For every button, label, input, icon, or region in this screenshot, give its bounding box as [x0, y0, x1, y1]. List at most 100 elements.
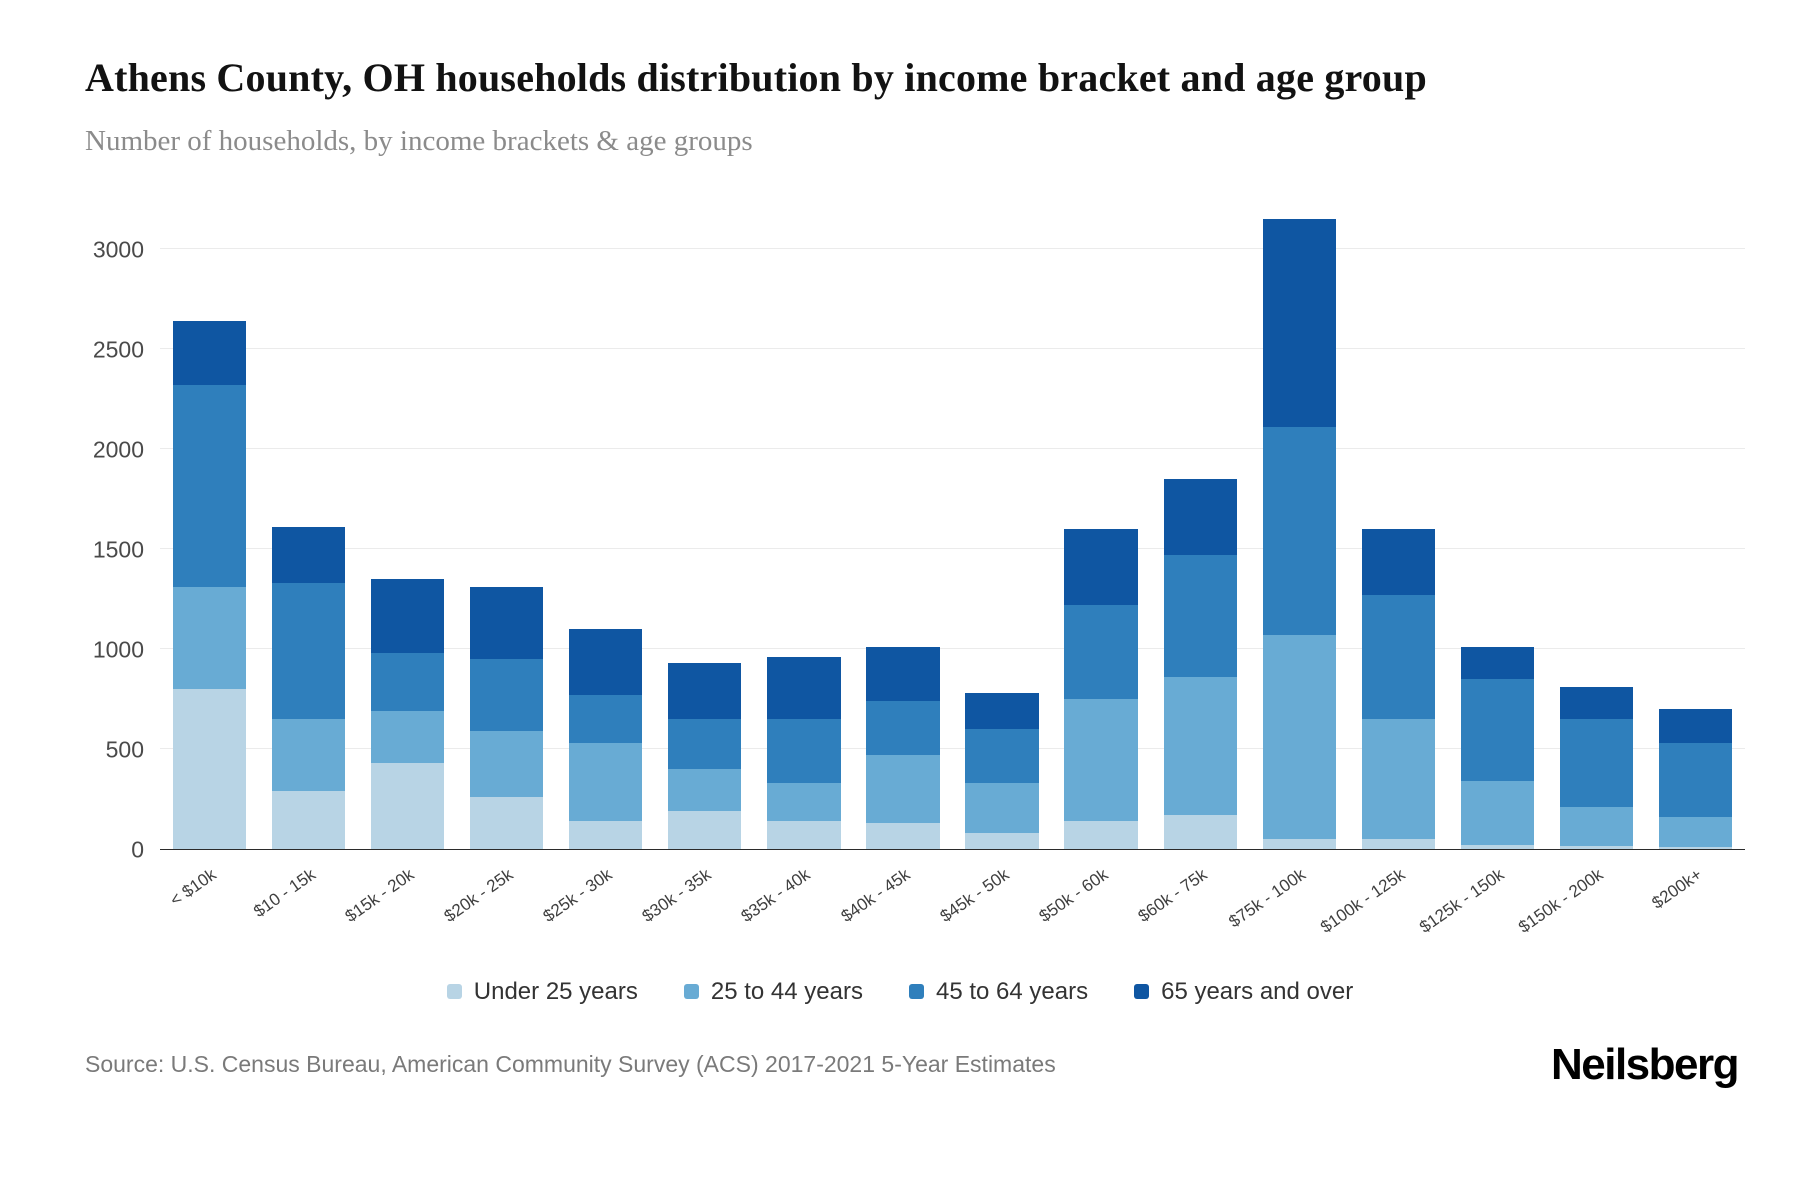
- bar-slot: [1151, 210, 1250, 849]
- neilsberg-logo: Neilsberg: [1550, 1039, 1740, 1089]
- bar-segment: [965, 832, 1039, 849]
- x-tick-label: $100k - 125k: [1316, 864, 1409, 937]
- y-tick-label: 1000: [92, 636, 144, 663]
- bar-segment: [1658, 742, 1733, 817]
- stacked-bar: [569, 628, 643, 849]
- stacked-bar: [1460, 646, 1534, 849]
- bar-segment: [668, 810, 742, 849]
- x-tick-label: $150k - 200k: [1515, 864, 1607, 937]
- page-title: Athens County, OH households distributio…: [85, 55, 1427, 100]
- bar-segment: [1559, 718, 1634, 807]
- bar-slot: [1646, 210, 1745, 849]
- stacked-bar: [1262, 218, 1336, 849]
- bar-segment: [767, 718, 841, 783]
- bar-segment: [172, 384, 247, 587]
- bar-segment: [1361, 838, 1435, 849]
- bar-slot: [1349, 210, 1448, 849]
- bar-segment: [1361, 528, 1435, 595]
- gridline: [160, 447, 1745, 449]
- bar-segment: [866, 754, 940, 823]
- bar-segment: [569, 742, 643, 821]
- y-tick-label: 3000: [92, 236, 144, 263]
- bar-segment: [1658, 708, 1733, 743]
- y-tick-label: 0: [131, 836, 144, 863]
- bar-segment: [767, 820, 841, 849]
- bar-segment: [1064, 820, 1138, 849]
- bar-segment: [1658, 846, 1733, 849]
- bar-segment: [1460, 780, 1534, 845]
- bar-segment: [965, 782, 1039, 833]
- bar-slot: [160, 210, 259, 849]
- stacked-bar-chart: 0 500 1000 1500 2000 2500 3000 < $10k $10 - 15k…: [85, 210, 1745, 937]
- x-tick-label: $60k - 75k: [1134, 864, 1211, 926]
- x-tick-label: < $10k: [166, 864, 220, 910]
- bar-segment: [1064, 528, 1138, 605]
- bar-slot: [1448, 210, 1547, 849]
- bar-segment: [271, 526, 346, 583]
- stacked-bar: [1064, 528, 1138, 849]
- bar-segment: [371, 578, 445, 653]
- stacked-bar: [1658, 708, 1733, 849]
- y-tick-label: 1500: [92, 536, 144, 563]
- bar-segment: [271, 582, 346, 719]
- bar-slot: [953, 210, 1052, 849]
- stacked-bar: [470, 586, 544, 849]
- bar-segment: [1163, 554, 1237, 677]
- bar-segment: [1559, 845, 1634, 849]
- stacked-bar: [866, 646, 940, 849]
- x-tick-label: $10 - 15k: [249, 864, 319, 921]
- x-tick-label: $40k - 45k: [837, 864, 914, 926]
- y-tick-label: 2500: [92, 336, 144, 363]
- stacked-bar: [668, 662, 742, 849]
- stacked-bar: [1361, 528, 1435, 849]
- legend-label: Under 25 years: [473, 977, 638, 1005]
- bar-segment: [965, 728, 1039, 783]
- bar-segment: [1163, 676, 1237, 815]
- stacked-bar: [767, 656, 841, 849]
- x-tick-label: $30k - 35k: [639, 864, 715, 926]
- legend-swatch: [908, 984, 924, 1000]
- bar-segment: [470, 586, 544, 659]
- bar-segment: [965, 692, 1039, 729]
- bar-segment: [271, 718, 346, 791]
- bar-segment: [1460, 646, 1534, 679]
- bar-segment: [866, 700, 940, 755]
- plot-area: < $10k $10 - 15k $15k - 20k $20k - 25k $25k …: [160, 210, 1745, 937]
- legend-swatch: [446, 984, 462, 1000]
- y-tick-label: 500: [105, 736, 144, 763]
- y-axis: 0 500 1000 1500 2000 2500 3000: [85, 210, 160, 862]
- bar-segment: [866, 646, 940, 701]
- bar-segment: [569, 820, 643, 849]
- gridline: [160, 647, 1745, 649]
- bar-segment: [569, 628, 643, 695]
- bar-segment: [1460, 678, 1534, 781]
- bar-slot: [358, 210, 457, 849]
- x-tick-label: $35k - 40k: [738, 864, 815, 926]
- stacked-bar: [1559, 686, 1634, 849]
- legend-item: 25 to 44 years: [683, 978, 863, 1006]
- x-tick-label: $200k+: [1648, 864, 1706, 913]
- x-tick-label: $15k - 20k: [341, 864, 418, 926]
- stacked-bar: [172, 320, 247, 849]
- bar-slot: [754, 210, 853, 849]
- bar-slot: [1250, 210, 1349, 849]
- legend-label: 45 to 64 years: [935, 977, 1089, 1005]
- legend-swatch: [683, 984, 699, 1000]
- x-tick-label: $75k - 100k: [1225, 864, 1310, 932]
- stacked-bar: [271, 526, 346, 849]
- bar-slot: [457, 210, 556, 849]
- bar-segment: [1163, 814, 1237, 849]
- bar-segment: [1262, 426, 1336, 635]
- bar-slot: [1052, 210, 1151, 849]
- bar-segment: [1163, 478, 1237, 555]
- chart-subtitle: Number of households, by income brackets…: [85, 124, 753, 157]
- stacked-bar: [371, 578, 445, 849]
- gridline: [160, 747, 1745, 749]
- stacked-bar: [1163, 478, 1237, 849]
- bar-segment: [569, 694, 643, 743]
- bar-segment: [1361, 718, 1435, 839]
- bar-segment: [470, 658, 544, 731]
- bar-segment: [1064, 698, 1138, 821]
- legend-item: 45 to 64 years: [908, 977, 1089, 1006]
